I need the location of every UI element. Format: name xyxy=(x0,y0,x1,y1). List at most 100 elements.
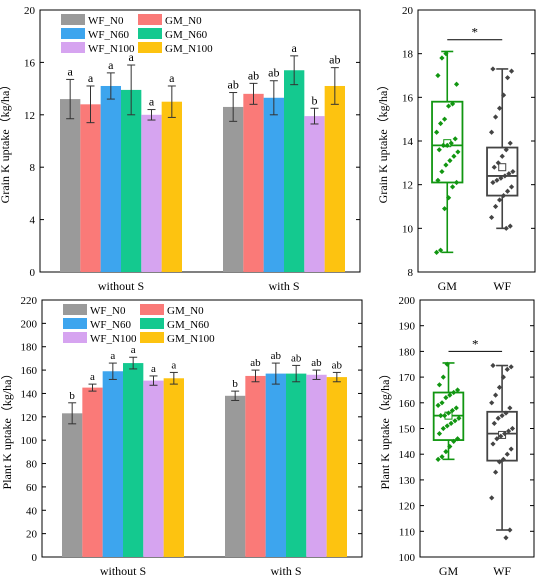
panel-2-data-point xyxy=(506,171,512,177)
panel-2-data-point xyxy=(435,177,441,183)
panel-1-significance-letter: ab xyxy=(228,78,239,92)
panel-4-data-point xyxy=(454,436,461,442)
panel-3-bar xyxy=(163,378,184,557)
panel-3-ytick-label: 60 xyxy=(26,482,38,494)
panel-3-legend-label: WF_N100 xyxy=(90,333,137,345)
panel-2-data-point xyxy=(507,140,513,146)
panel-1-ytick-label: 0 xyxy=(30,267,36,279)
panel-4-data-point xyxy=(454,387,461,393)
panel-4-data-point xyxy=(436,431,443,437)
panel-2-data-point xyxy=(451,153,457,159)
panel-2-data-point xyxy=(494,177,500,183)
panel-2-data-point xyxy=(447,158,453,164)
panel-2-data-point xyxy=(502,173,508,179)
panel-1-legend-label: GM_N60 xyxy=(165,29,208,41)
panel-3-significance-letter: ab xyxy=(271,350,282,362)
panel-1-legend-swatch xyxy=(138,42,162,53)
panel-4-data-point xyxy=(496,384,503,390)
panel-3-legend-label: GM_N60 xyxy=(167,319,210,331)
panel-4-data-point xyxy=(443,395,449,401)
panel-3-legend-label: GM_N100 xyxy=(167,333,215,345)
panel-4-data-point xyxy=(452,418,458,424)
panel-4-data-point xyxy=(505,428,512,434)
panel-1-significance-letter: a xyxy=(169,71,175,85)
panel-2-data-point xyxy=(440,142,446,148)
panel-3-ytick-label: 120 xyxy=(21,412,38,424)
panel-4-xtick-label: WF xyxy=(493,564,511,578)
panel-4-data-point xyxy=(503,535,509,541)
panel-4-data-point xyxy=(443,449,449,455)
panel-2-data-point xyxy=(449,101,456,107)
panel-2-data-point xyxy=(434,249,440,255)
panel-1-legend: WF_N0 GM_N0 WF_N60 GM_N60 WF_N100 GM_N100 xyxy=(61,14,213,55)
panel-3-xtick-label: with S xyxy=(270,564,301,578)
panel-2-data-point xyxy=(504,188,511,194)
panel-1-bar xyxy=(80,104,101,272)
panel-2-data-point xyxy=(437,247,444,253)
panel-4-data-point xyxy=(435,456,441,462)
panel-2-data-point xyxy=(445,195,452,201)
panel-3-legend-swatch xyxy=(140,304,164,315)
panel-4-data-point xyxy=(445,410,452,416)
panel-1-significance-letter: a xyxy=(149,95,155,109)
panel-4-ytick-label: 160 xyxy=(399,398,416,410)
panel-2-data-point xyxy=(444,142,450,148)
panel-2-significance-star: * xyxy=(471,25,478,40)
panel-3-ytick-label: 20 xyxy=(26,529,38,541)
panel-4-ytick-label: 130 xyxy=(399,475,416,487)
panel-4-data-point xyxy=(444,423,450,429)
panel-2-data-point xyxy=(504,75,511,81)
panel-2-data-point xyxy=(492,203,499,210)
panel-2-data-point xyxy=(439,55,445,61)
panel-3-significance-letter: a xyxy=(90,371,95,383)
panel-4-data-point xyxy=(504,451,510,457)
panel-2-data-point xyxy=(495,160,501,166)
panel-1-bar xyxy=(223,106,244,272)
panel-3-bar xyxy=(326,377,347,557)
panel-1-legend-label: GM_N0 xyxy=(165,15,202,27)
panel-1-bar xyxy=(121,89,142,272)
panel-1-xtick-label: without S xyxy=(98,279,144,293)
panel-4-data-point xyxy=(448,420,454,426)
panel-4-data-point xyxy=(495,415,501,421)
panel-1-ytick-label: 8 xyxy=(30,162,36,174)
panel-3-bar xyxy=(245,375,266,557)
panel-2-xtick-label: GM xyxy=(438,279,458,293)
panel-2-data-point xyxy=(510,168,516,175)
panel-2-ytick-label: 14 xyxy=(402,136,414,148)
panel-4-data-point xyxy=(489,495,495,501)
panel-2-data-point xyxy=(434,129,440,135)
panel-4-data-point xyxy=(491,420,497,426)
panel-2-ytick-label: 18 xyxy=(402,49,414,61)
panel-1-bar xyxy=(141,114,162,272)
panel-1-bar xyxy=(161,101,182,272)
panel-4-data-point xyxy=(442,413,448,419)
panel-3-xtick-label: without S xyxy=(100,564,146,578)
panel-3-legend-label: WF_N60 xyxy=(90,319,131,331)
panel-2-xtick-label: WF xyxy=(493,279,511,293)
panel-2-box-wf xyxy=(486,66,519,231)
panel-4-data-point xyxy=(499,413,505,419)
panel-3-significance-letter: a xyxy=(151,363,156,375)
panel-3-legend-swatch xyxy=(63,332,87,343)
panel-1-legend-swatch xyxy=(138,28,162,39)
panel-4-data-point xyxy=(435,402,441,408)
panel-3-bar xyxy=(62,413,83,557)
panel-2-data-point xyxy=(503,225,509,231)
panel-1-bar xyxy=(324,85,345,272)
panel-4-data-point xyxy=(507,527,513,533)
panel-1-bar xyxy=(60,99,81,272)
panel-4-data-point xyxy=(440,374,446,380)
panel-3-legend-label: WF_N0 xyxy=(90,305,126,317)
panel-4-data-point xyxy=(449,407,455,414)
panel-2-data-point xyxy=(500,192,507,199)
panel-3-frame xyxy=(41,299,363,558)
panel-1-legend-label: WF_N100 xyxy=(88,43,135,55)
panel-1-legend-swatch xyxy=(61,14,85,25)
panel-3-significance-letter: b xyxy=(69,390,75,402)
panel-3-legend-swatch xyxy=(140,318,164,329)
panel-4-ytick-label: 200 xyxy=(399,295,416,307)
panel-1-bar xyxy=(263,97,284,273)
panel-4-data-point xyxy=(500,374,506,380)
